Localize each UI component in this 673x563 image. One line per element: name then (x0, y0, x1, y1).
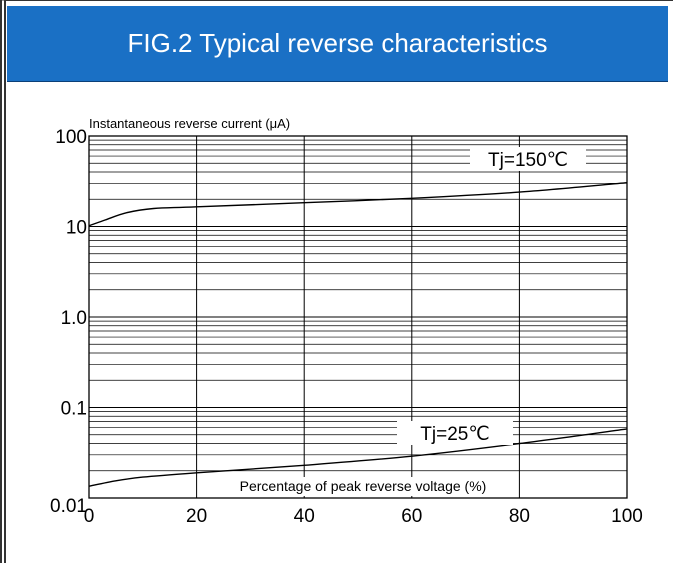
x-tick-label: 100 (611, 506, 643, 527)
series-line-tj150 (88, 182, 628, 227)
title-underline (7, 81, 668, 82)
series-label-background-tj150 (470, 147, 586, 171)
x-axis-label: Percentage of peak reverse voltage (%) (240, 478, 487, 494)
plot-border (88, 135, 628, 499)
y-tick-label: 10 (66, 218, 87, 239)
y-axis-label: Instantaneous reverse current (μA) (89, 116, 290, 131)
series-label-tj25: Tj=25℃ (420, 424, 489, 445)
series-label-tj150: Tj=150℃ (488, 150, 568, 171)
x-tick-label: 40 (294, 506, 315, 527)
y-tick-label: 1.0 (61, 308, 87, 329)
y-tick-label: 0.1 (61, 399, 87, 420)
x-tick-label: 20 (186, 506, 207, 527)
x-axis-label-background (218, 477, 508, 496)
x-tick-label: 80 (509, 506, 530, 527)
figure-title: FIG.2 Typical reverse characteristics (7, 6, 668, 81)
y-tick-label: 0.01 (50, 496, 87, 517)
series-line-tj25 (88, 428, 628, 487)
series-label-background-tj25 (397, 421, 513, 445)
x-tick-label: 0 (84, 506, 95, 527)
y-tick-label: 100 (55, 127, 87, 148)
x-tick-label: 60 (401, 506, 422, 527)
